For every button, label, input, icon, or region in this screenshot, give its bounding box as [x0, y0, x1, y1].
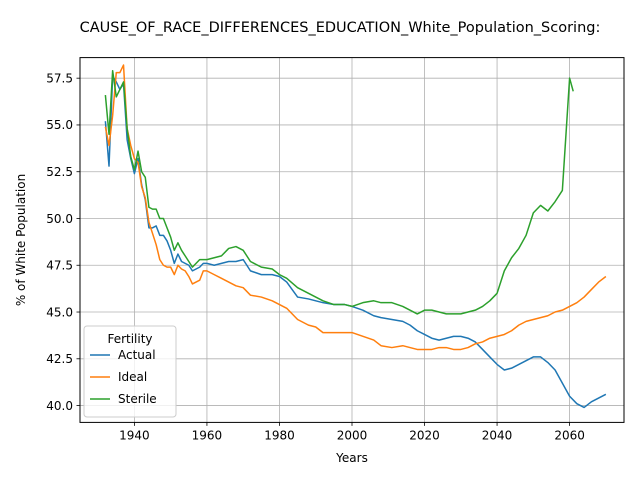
series-line-sterile — [104, 69, 574, 315]
x-tick-label: 1940 — [119, 428, 150, 442]
y-tick-label: 47.5 — [46, 259, 73, 273]
x-tick-label: 2020 — [409, 428, 440, 442]
y-tick-label: 57.5 — [46, 71, 73, 85]
x-tick-label: 1960 — [192, 428, 223, 442]
y-axis: 40.0 42.5 45.0 47.5 50.0 52.5 55.0 57.5 — [46, 71, 80, 413]
x-tick-label: 2000 — [337, 428, 368, 442]
y-tick-label: 50.0 — [46, 212, 73, 226]
y-tick-label: 55.0 — [46, 118, 73, 132]
y-tick-label: 40.0 — [46, 399, 73, 413]
series-line-actual — [104, 75, 607, 409]
grid — [80, 57, 624, 423]
y-tick-label: 45.0 — [46, 305, 73, 319]
y-axis-label: % of White Population — [14, 174, 28, 306]
legend-frame — [83, 325, 177, 418]
y-tick-label: 52.5 — [46, 165, 73, 179]
legend-items: Actual Ideal Sterile — [90, 348, 157, 406]
legend-label-ideal: Ideal — [118, 370, 147, 384]
x-axis-label: Years — [335, 451, 368, 465]
legend-label-actual: Actual — [118, 348, 156, 362]
chart-title: CAUSE_OF_RACE_DIFFERENCES_EDUCATION_Whit… — [80, 20, 601, 36]
x-tick-label: 2040 — [482, 428, 513, 442]
x-axis: 1940 1960 1980 2000 2020 2040 2060 — [119, 422, 585, 442]
legend-label-sterile: Sterile — [118, 392, 157, 406]
series-lines — [104, 64, 607, 409]
series-line-ideal — [104, 64, 607, 351]
x-tick-label: 2060 — [554, 428, 585, 442]
x-tick-label: 1980 — [264, 428, 295, 442]
legend-title: Fertility — [107, 332, 152, 346]
legend: Fertility Actual Ideal Sterile — [83, 325, 177, 418]
y-tick-label: 42.5 — [46, 352, 73, 366]
